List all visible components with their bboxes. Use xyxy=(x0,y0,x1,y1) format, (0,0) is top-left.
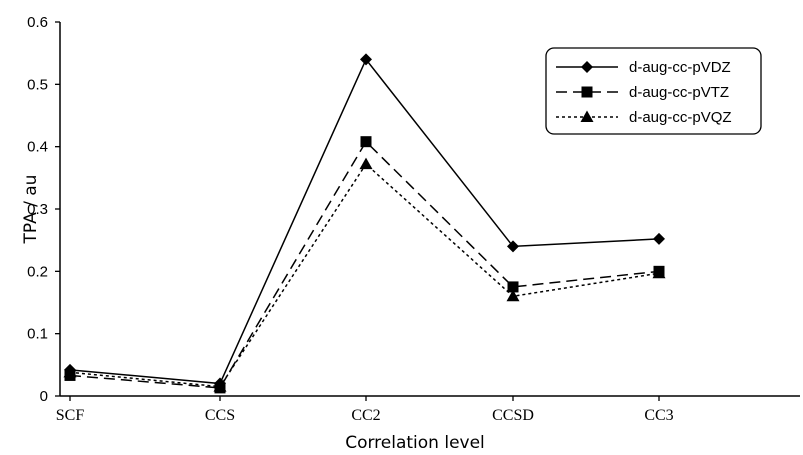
x-axis-title: Correlation level xyxy=(345,433,485,453)
y-ticks: 0 0.1 0.2 0.3 0.4 0.5 0.6 xyxy=(27,14,60,405)
legend-marker-square xyxy=(581,86,593,98)
legend: d-aug-cc-pVDZ d-aug-cc-pVTZ d-aug-cc-pVQZ xyxy=(545,47,762,135)
data-point-triangle xyxy=(359,157,373,170)
series-d-aug-cc-pVTZ xyxy=(64,136,665,394)
y-tick-label: 0.4 xyxy=(27,139,48,156)
series-line xyxy=(69,140,660,389)
y-tick-label: 0.3 xyxy=(27,201,48,218)
legend-label: d-aug-cc-pVQZ xyxy=(629,109,732,126)
y-tick-label: 0 xyxy=(40,388,48,405)
y-tick-label: 0.1 xyxy=(27,326,48,343)
x-tick-label: CCSD xyxy=(492,407,534,424)
data-point-square xyxy=(360,136,372,148)
data-point-diamond xyxy=(360,53,372,66)
series-d-aug-cc-pVQZ xyxy=(63,157,666,392)
x-tick-label: SCF xyxy=(56,407,85,424)
y-tick-label: 0.2 xyxy=(27,263,48,280)
legend-box xyxy=(545,47,762,135)
legend-marker-triangle xyxy=(580,110,594,122)
series-d-aug-cc-pVDZ xyxy=(64,53,665,390)
legend-entry: d-aug-cc-pVDZ xyxy=(556,59,731,76)
x-tick-label: CC3 xyxy=(644,407,673,424)
legend-marker-diamond xyxy=(581,61,593,73)
y-axis-title: TPA / au xyxy=(21,175,41,245)
y-tick-label: 0.5 xyxy=(27,76,48,93)
data-point-triangle xyxy=(652,266,666,279)
legend-label: d-aug-cc-pVTZ xyxy=(629,84,729,101)
y-tick-label: 0.6 xyxy=(27,14,48,31)
data-point-diamond xyxy=(653,232,665,245)
data-point-triangle xyxy=(63,365,77,378)
legend-label: d-aug-cc-pVDZ xyxy=(629,59,731,76)
data-point-triangle xyxy=(213,380,227,392)
data-point-triangle xyxy=(506,289,520,302)
x-tick-label: CCS xyxy=(205,407,235,424)
data-point-square xyxy=(507,281,519,293)
data-point-diamond xyxy=(507,240,519,253)
legend-entry: d-aug-cc-pVQZ xyxy=(556,109,732,126)
series-line xyxy=(69,162,660,388)
legend-entry: d-aug-cc-pVTZ xyxy=(556,84,729,101)
x-tick-label: CC2 xyxy=(351,407,380,424)
series-group xyxy=(63,53,666,394)
x-ticks: SCF CCS CC2 CCSD CC3 xyxy=(56,396,674,424)
